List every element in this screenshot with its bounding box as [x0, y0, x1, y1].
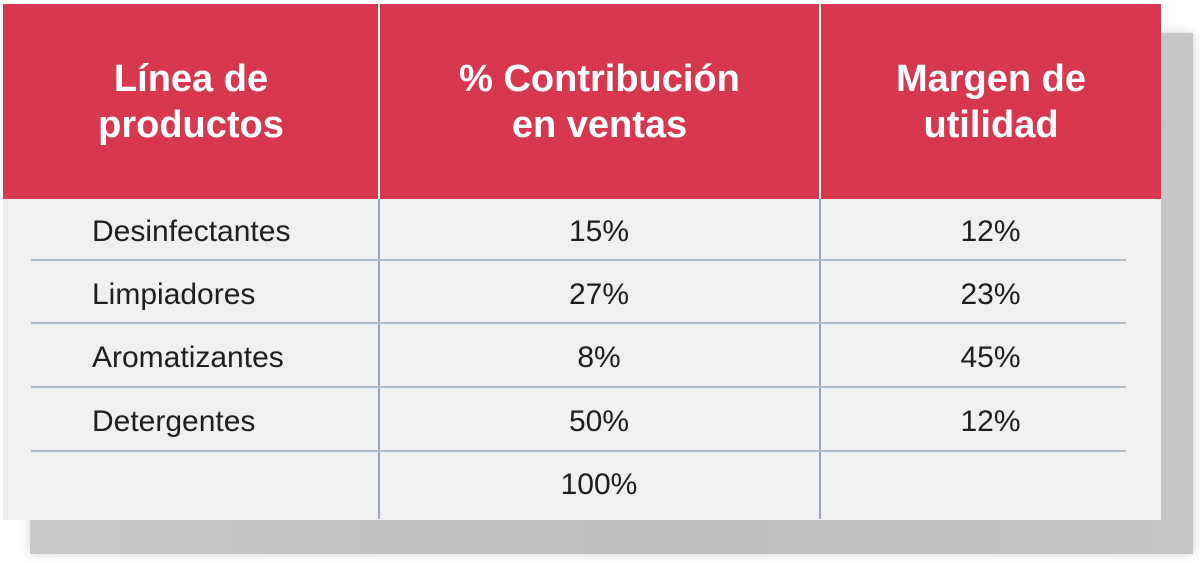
header-product-line: Línea de productos — [3, 4, 379, 199]
cell-contribution: 15% — [568, 215, 630, 248]
table-header-row: Línea de productos % Contribución en ven… — [3, 4, 1161, 199]
cell-margin: 12% — [960, 405, 1021, 438]
product-line-table: Línea de productos % Contribución en ven… — [3, 4, 1161, 520]
column-divider — [378, 199, 380, 519]
header-profit-margin-line1: Margen de — [895, 57, 1087, 100]
row-divider — [31, 386, 1126, 388]
row-divider — [31, 322, 1126, 324]
cell-margin: 23% — [960, 278, 1021, 311]
header-product-line-line1: Línea de — [113, 57, 269, 100]
cell-contribution: 27% — [568, 278, 630, 311]
cell-total-margin — [820, 454, 1161, 516]
cell-contribution: 50% — [568, 405, 630, 438]
cell-product: Desinfectantes — [92, 215, 291, 248]
header-sales-contribution-line1: % Contribución — [459, 57, 740, 100]
row-divider — [31, 450, 1126, 452]
header-sales-contribution-line2: en ventas — [511, 103, 688, 146]
column-divider — [819, 199, 821, 519]
cell-product: Detergentes — [92, 405, 256, 438]
cell-contribution: 8% — [577, 341, 621, 374]
row-divider — [31, 259, 1126, 261]
cell-margin: 12% — [960, 215, 1021, 248]
cell-product: Aromatizantes — [92, 341, 284, 374]
cell-total-contribution: 100% — [560, 468, 638, 501]
header-divider — [378, 4, 380, 199]
header-divider — [819, 4, 821, 199]
cell-product: Limpiadores — [92, 278, 256, 311]
cell-margin: 45% — [960, 341, 1021, 374]
header-profit-margin: Margen de utilidad — [821, 4, 1161, 199]
header-sales-contribution: % Contribución en ventas — [380, 4, 819, 199]
header-profit-margin-line2: utilidad — [923, 103, 1059, 146]
header-product-line-line2: productos — [98, 103, 284, 146]
cell-total-label — [92, 454, 372, 516]
